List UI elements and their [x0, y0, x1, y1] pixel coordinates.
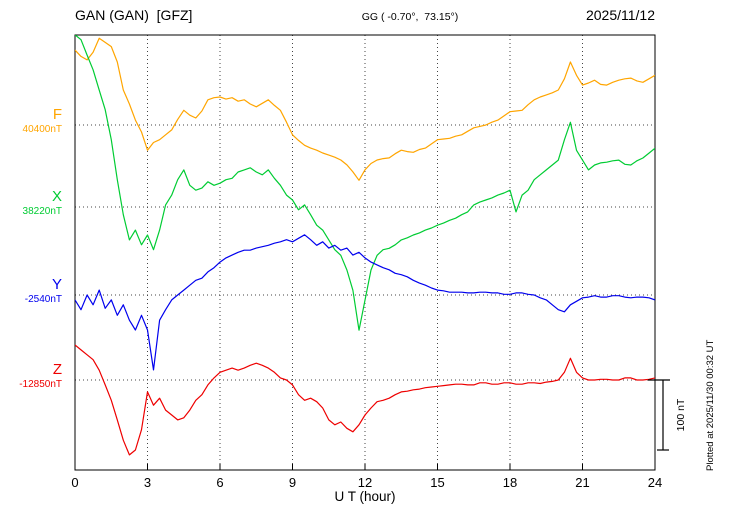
svg-text:6: 6 — [216, 475, 223, 490]
svg-text:12: 12 — [358, 475, 372, 490]
channel-label-f: F 40400nT — [0, 107, 62, 136]
channel-label-z: Z -12850nT — [0, 362, 62, 391]
channel-letter-x: X — [51, 188, 62, 205]
svg-text:0: 0 — [71, 475, 78, 490]
svg-text:18: 18 — [503, 475, 517, 490]
channel-baseline-f: 40400nT — [22, 124, 62, 135]
channel-label-y: Y -2540nT — [0, 277, 62, 306]
station-title: GAN (GAN) [GFZ] — [75, 7, 193, 23]
scale-bar — [648, 379, 670, 451]
channel-letter-z: Z — [52, 361, 62, 378]
svg-text:9: 9 — [289, 475, 296, 490]
x-axis-label: U T (hour) — [334, 489, 395, 504]
trace-lines — [75, 35, 655, 456]
svg-text:21: 21 — [575, 475, 589, 490]
channel-baseline-z: -12850nT — [19, 379, 62, 390]
plot-border — [74, 34, 656, 471]
svg-text:15: 15 — [430, 475, 444, 490]
channel-baseline-x: 38220nT — [22, 206, 62, 217]
geo-coordinates: GG ( -0.70°, 73.15°) — [361, 11, 459, 23]
channel-letter-y: Y — [51, 276, 62, 293]
channel-letter-f: F — [52, 106, 62, 123]
channel-baseline-y: -2540nT — [24, 294, 62, 305]
svg-text:3: 3 — [144, 475, 151, 490]
grid-lines — [75, 35, 655, 470]
scale-bar-label: 100 nT — [675, 398, 687, 431]
date-label: 2025/11/12 — [585, 7, 655, 23]
svg-text:24: 24 — [648, 475, 662, 490]
plotted-at-note: Plotted at 2025/11/30 00:32 UT — [705, 339, 716, 471]
channel-label-x: X 38220nT — [0, 189, 62, 218]
x-axis-ticks: 0 3 6 9 12 15 18 21 24 — [71, 464, 662, 490]
